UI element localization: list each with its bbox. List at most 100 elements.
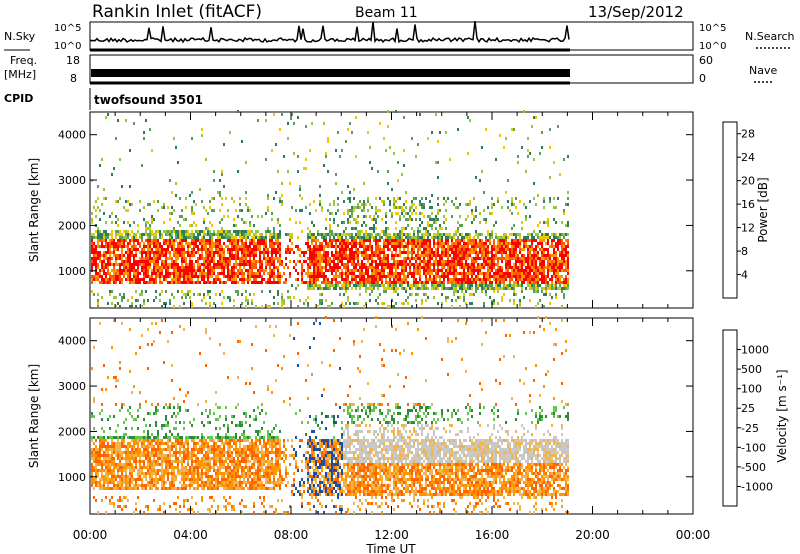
heatmap-cell bbox=[95, 278, 97, 281]
heatmap-cell bbox=[425, 239, 427, 242]
heatmap-cell bbox=[203, 263, 205, 266]
heatmap-cell bbox=[517, 272, 519, 275]
heatmap-cell bbox=[231, 272, 233, 275]
heatmap-cell bbox=[133, 260, 135, 263]
heatmap-cell bbox=[221, 269, 223, 272]
heatmap-cell bbox=[157, 248, 159, 251]
heatmap-cell bbox=[235, 242, 237, 245]
heatmap-cell bbox=[403, 260, 405, 263]
heatmap-cell bbox=[221, 272, 223, 275]
heatmap-cell bbox=[119, 436, 121, 439]
heatmap-cell bbox=[271, 236, 273, 239]
heatmap-cell bbox=[171, 236, 173, 239]
heatmap-cell bbox=[465, 245, 467, 248]
heatmap-cell bbox=[403, 164, 405, 167]
heatmap-cell bbox=[461, 278, 463, 281]
heatmap-cell bbox=[245, 245, 247, 248]
heatmap-cell bbox=[327, 245, 329, 248]
heatmap-cell bbox=[207, 290, 209, 293]
heatmap-cell bbox=[137, 415, 139, 418]
heatmap-cell bbox=[401, 281, 403, 284]
heatmap-cell bbox=[229, 299, 231, 302]
heatmap-cell bbox=[489, 266, 491, 269]
heatmap-cell bbox=[379, 197, 381, 200]
heatmap-cell bbox=[347, 269, 349, 272]
heatmap-cell bbox=[307, 281, 309, 284]
heatmap-cell bbox=[567, 281, 569, 284]
heatmap-cell bbox=[127, 263, 129, 266]
heatmap-cell bbox=[249, 233, 251, 236]
heatmap-cell bbox=[121, 239, 123, 242]
heatmap-cell bbox=[167, 272, 169, 275]
heatmap-cell bbox=[487, 245, 489, 248]
heatmap-cell bbox=[103, 236, 105, 239]
heatmap-cell bbox=[199, 257, 201, 260]
heatmap-cell bbox=[391, 263, 393, 266]
heatmap-cell bbox=[387, 227, 389, 230]
heatmap-cell bbox=[369, 257, 371, 260]
heatmap-cell bbox=[403, 239, 405, 242]
heatmap-cell bbox=[495, 158, 497, 161]
heatmap-cell bbox=[323, 245, 325, 248]
heatmap-cell bbox=[461, 251, 463, 254]
heatmap-cell bbox=[567, 260, 569, 263]
heatmap-cell bbox=[473, 239, 475, 242]
heatmap-cell bbox=[123, 242, 125, 245]
heatmap-cell bbox=[343, 212, 345, 215]
heatmap-cell bbox=[119, 499, 121, 502]
heatmap-cell bbox=[417, 245, 419, 248]
heatmap-cell bbox=[157, 269, 159, 272]
heatmap-cell bbox=[169, 212, 171, 215]
heatmap-cell bbox=[313, 257, 315, 260]
heatmap-cell bbox=[541, 131, 543, 134]
heatmap-cell bbox=[121, 272, 123, 275]
heatmap-cell bbox=[393, 239, 395, 242]
heatmap-cell bbox=[303, 269, 305, 272]
heatmap-cell bbox=[369, 203, 371, 206]
heatmap-cell bbox=[525, 269, 527, 272]
heatmap-cell bbox=[305, 125, 307, 128]
heatmap-cell bbox=[129, 442, 131, 445]
heatmap-cell bbox=[379, 278, 381, 281]
heatmap-cell bbox=[277, 260, 279, 263]
heatmap-cell bbox=[171, 230, 173, 233]
heatmap-cell bbox=[339, 260, 341, 263]
heatmap-cell bbox=[217, 242, 219, 245]
heatmap-cell bbox=[105, 242, 107, 245]
heatmap-cell bbox=[213, 179, 215, 182]
heatmap-cell bbox=[129, 484, 131, 487]
heatmap-cell bbox=[209, 302, 211, 305]
heatmap-cell bbox=[93, 293, 95, 296]
heatmap-cell bbox=[219, 242, 221, 245]
heatmap-cell bbox=[495, 245, 497, 248]
heatmap-cell bbox=[413, 284, 415, 287]
heatmap-cell bbox=[265, 119, 267, 122]
heatmap-cell bbox=[123, 293, 125, 296]
heatmap-cell bbox=[249, 254, 251, 257]
heatmap-cell bbox=[197, 248, 199, 251]
heatmap-cell bbox=[177, 245, 179, 248]
heatmap-cell bbox=[565, 248, 567, 251]
heatmap-cell bbox=[113, 451, 115, 454]
heatmap-cell bbox=[373, 272, 375, 275]
heatmap-cell bbox=[347, 185, 349, 188]
heatmap-cell bbox=[189, 263, 191, 266]
heatmap-cell bbox=[131, 269, 133, 272]
heatmap-cell bbox=[353, 260, 355, 263]
heatmap-cell bbox=[363, 233, 365, 236]
heatmap-cell bbox=[513, 272, 515, 275]
heatmap-cell bbox=[377, 215, 379, 218]
heatmap-cell bbox=[449, 263, 451, 266]
heatmap-cell bbox=[179, 230, 181, 233]
heatmap-cell bbox=[223, 257, 225, 260]
heatmap-cell bbox=[105, 233, 107, 236]
heatmap-cell bbox=[513, 266, 515, 269]
heatmap-cell bbox=[93, 233, 95, 236]
heatmap-cell bbox=[107, 457, 109, 460]
heatmap-cell bbox=[421, 221, 423, 224]
heatmap-cell bbox=[139, 460, 141, 463]
heatmap-cell bbox=[455, 248, 457, 251]
heatmap-cell bbox=[107, 272, 109, 275]
heatmap-cell bbox=[127, 266, 129, 269]
heatmap-cell bbox=[467, 257, 469, 260]
